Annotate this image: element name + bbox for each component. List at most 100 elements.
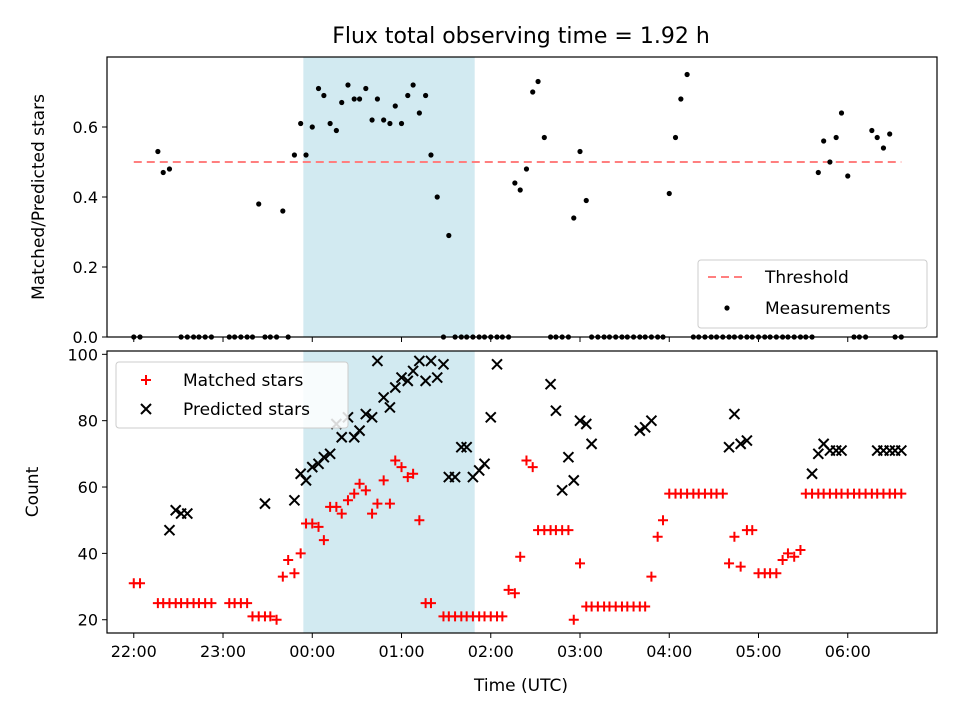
x-axis-label: Time (UTC) [473,676,568,696]
measurement-point [166,166,173,172]
legend-threshold-label: Threshold [764,268,849,288]
predicted-star-marker [485,411,497,424]
measurement-point [428,152,434,158]
matched-star-marker [206,598,217,609]
predicted-star-marker [812,448,825,460]
matched-star-marker [640,601,651,612]
matched-star-marker [336,508,347,519]
bottom-legend-box [115,361,349,429]
measurement-point [517,187,523,193]
predicted-star-marker [723,441,735,453]
top-legend-box [697,259,928,329]
top-y-tick-label: 0.0 [73,328,98,347]
bottom-y-tick-label: 40 [78,544,98,563]
measurement-point [374,96,381,102]
matched-star-marker [372,498,383,509]
matched-star-marker [313,521,324,532]
matched-star-marker [408,468,419,479]
matched-star-marker [354,478,365,489]
predicted-star-marker [835,444,848,457]
bottom-y-axis-label: Count [23,466,43,517]
bottom-series-predicted-stars [163,355,908,536]
matched-star-marker [265,611,276,622]
matched-star-marker [307,518,318,529]
measurement-point [405,92,411,99]
top-panel: 0.0 0.2 0.4 0.6 Threshold Measurements [73,56,938,347]
predicted-star-marker [384,401,396,414]
matched-star-marker [515,551,526,562]
predicted-star-marker [580,418,592,430]
measurement-point [309,124,315,130]
measurement-point [398,120,405,127]
predicted-star-marker [259,497,271,510]
predicted-star-marker [288,494,301,507]
predicted-star-marker [371,355,384,367]
measurement-point [583,197,589,204]
measurement-point [523,166,530,172]
predicted-star-marker [336,431,348,443]
measurement-point [369,117,375,123]
measurement-point [684,71,690,78]
predicted-star-marker [645,414,658,427]
matched-star-marker [367,508,378,519]
x-tick-label: 04:00 [646,642,692,661]
measurement-point [160,169,166,176]
predicted-star-marker [360,408,372,420]
matched-star-marker [896,488,907,499]
top-y-tick-label: 0.6 [73,118,98,137]
matched-star-marker [658,515,669,526]
matched-star-marker [289,568,300,579]
bottom-panel: 20 40 60 80 100 22:00 23:00 00:00 01:00 02:00 03:0… [67,345,938,661]
predicted-star-marker [741,434,753,447]
predicted-star-marker [419,375,432,387]
matched-star-marker [735,561,746,572]
measurement-point [410,82,416,88]
measurement-point [446,232,452,239]
matched-star-marker [277,571,288,582]
matched-star-marker [242,598,253,609]
predicted-star-marker [491,358,503,370]
legend-predicted-swatch [140,403,152,415]
predicted-star-marker [806,468,818,480]
legend-measurements-label: Measurements [765,299,891,319]
measurement-point [434,194,440,200]
measurement-point [512,180,518,186]
measurement-point [880,145,887,151]
x-tick-label: 03:00 [557,642,603,661]
predicted-star-marker [550,405,562,417]
measurement-point [155,148,161,155]
measurement-point [339,99,345,106]
predicted-star-marker [377,391,390,404]
measurement-point [815,169,821,176]
x-tick-label: 22:00 [111,642,157,661]
x-tick-label: 06:00 [825,642,871,661]
predicted-star-marker [478,458,491,470]
matched-star-marker [396,462,407,473]
matched-star-marker [563,525,574,536]
predicted-star-marker [324,448,336,460]
predicted-star-marker [318,451,330,463]
measurement-point [291,152,298,158]
predicted-star-marker [562,451,575,463]
matched-star-marker [503,584,514,595]
bottom-y-tick-label: 20 [78,611,98,630]
predicted-star-marker [366,411,378,424]
measurement-point [423,92,429,99]
measurement-point [535,78,541,85]
predicted-star-marker [568,474,580,487]
matched-star-marker [527,462,538,473]
matched-star-marker [342,495,353,506]
matched-star-marker [646,571,657,582]
measurement-point [541,134,547,141]
measurement-point [298,120,304,127]
measurement-point [303,152,309,158]
predicted-star-marker [413,355,426,367]
measurement-point [838,110,845,116]
matched-star-marker [349,488,360,499]
matched-star-marker [795,545,806,556]
matched-star-marker [521,455,532,466]
matched-star-marker [414,515,425,526]
bottom-y-tick-label: 60 [78,478,98,497]
matched-star-marker [360,485,371,496]
